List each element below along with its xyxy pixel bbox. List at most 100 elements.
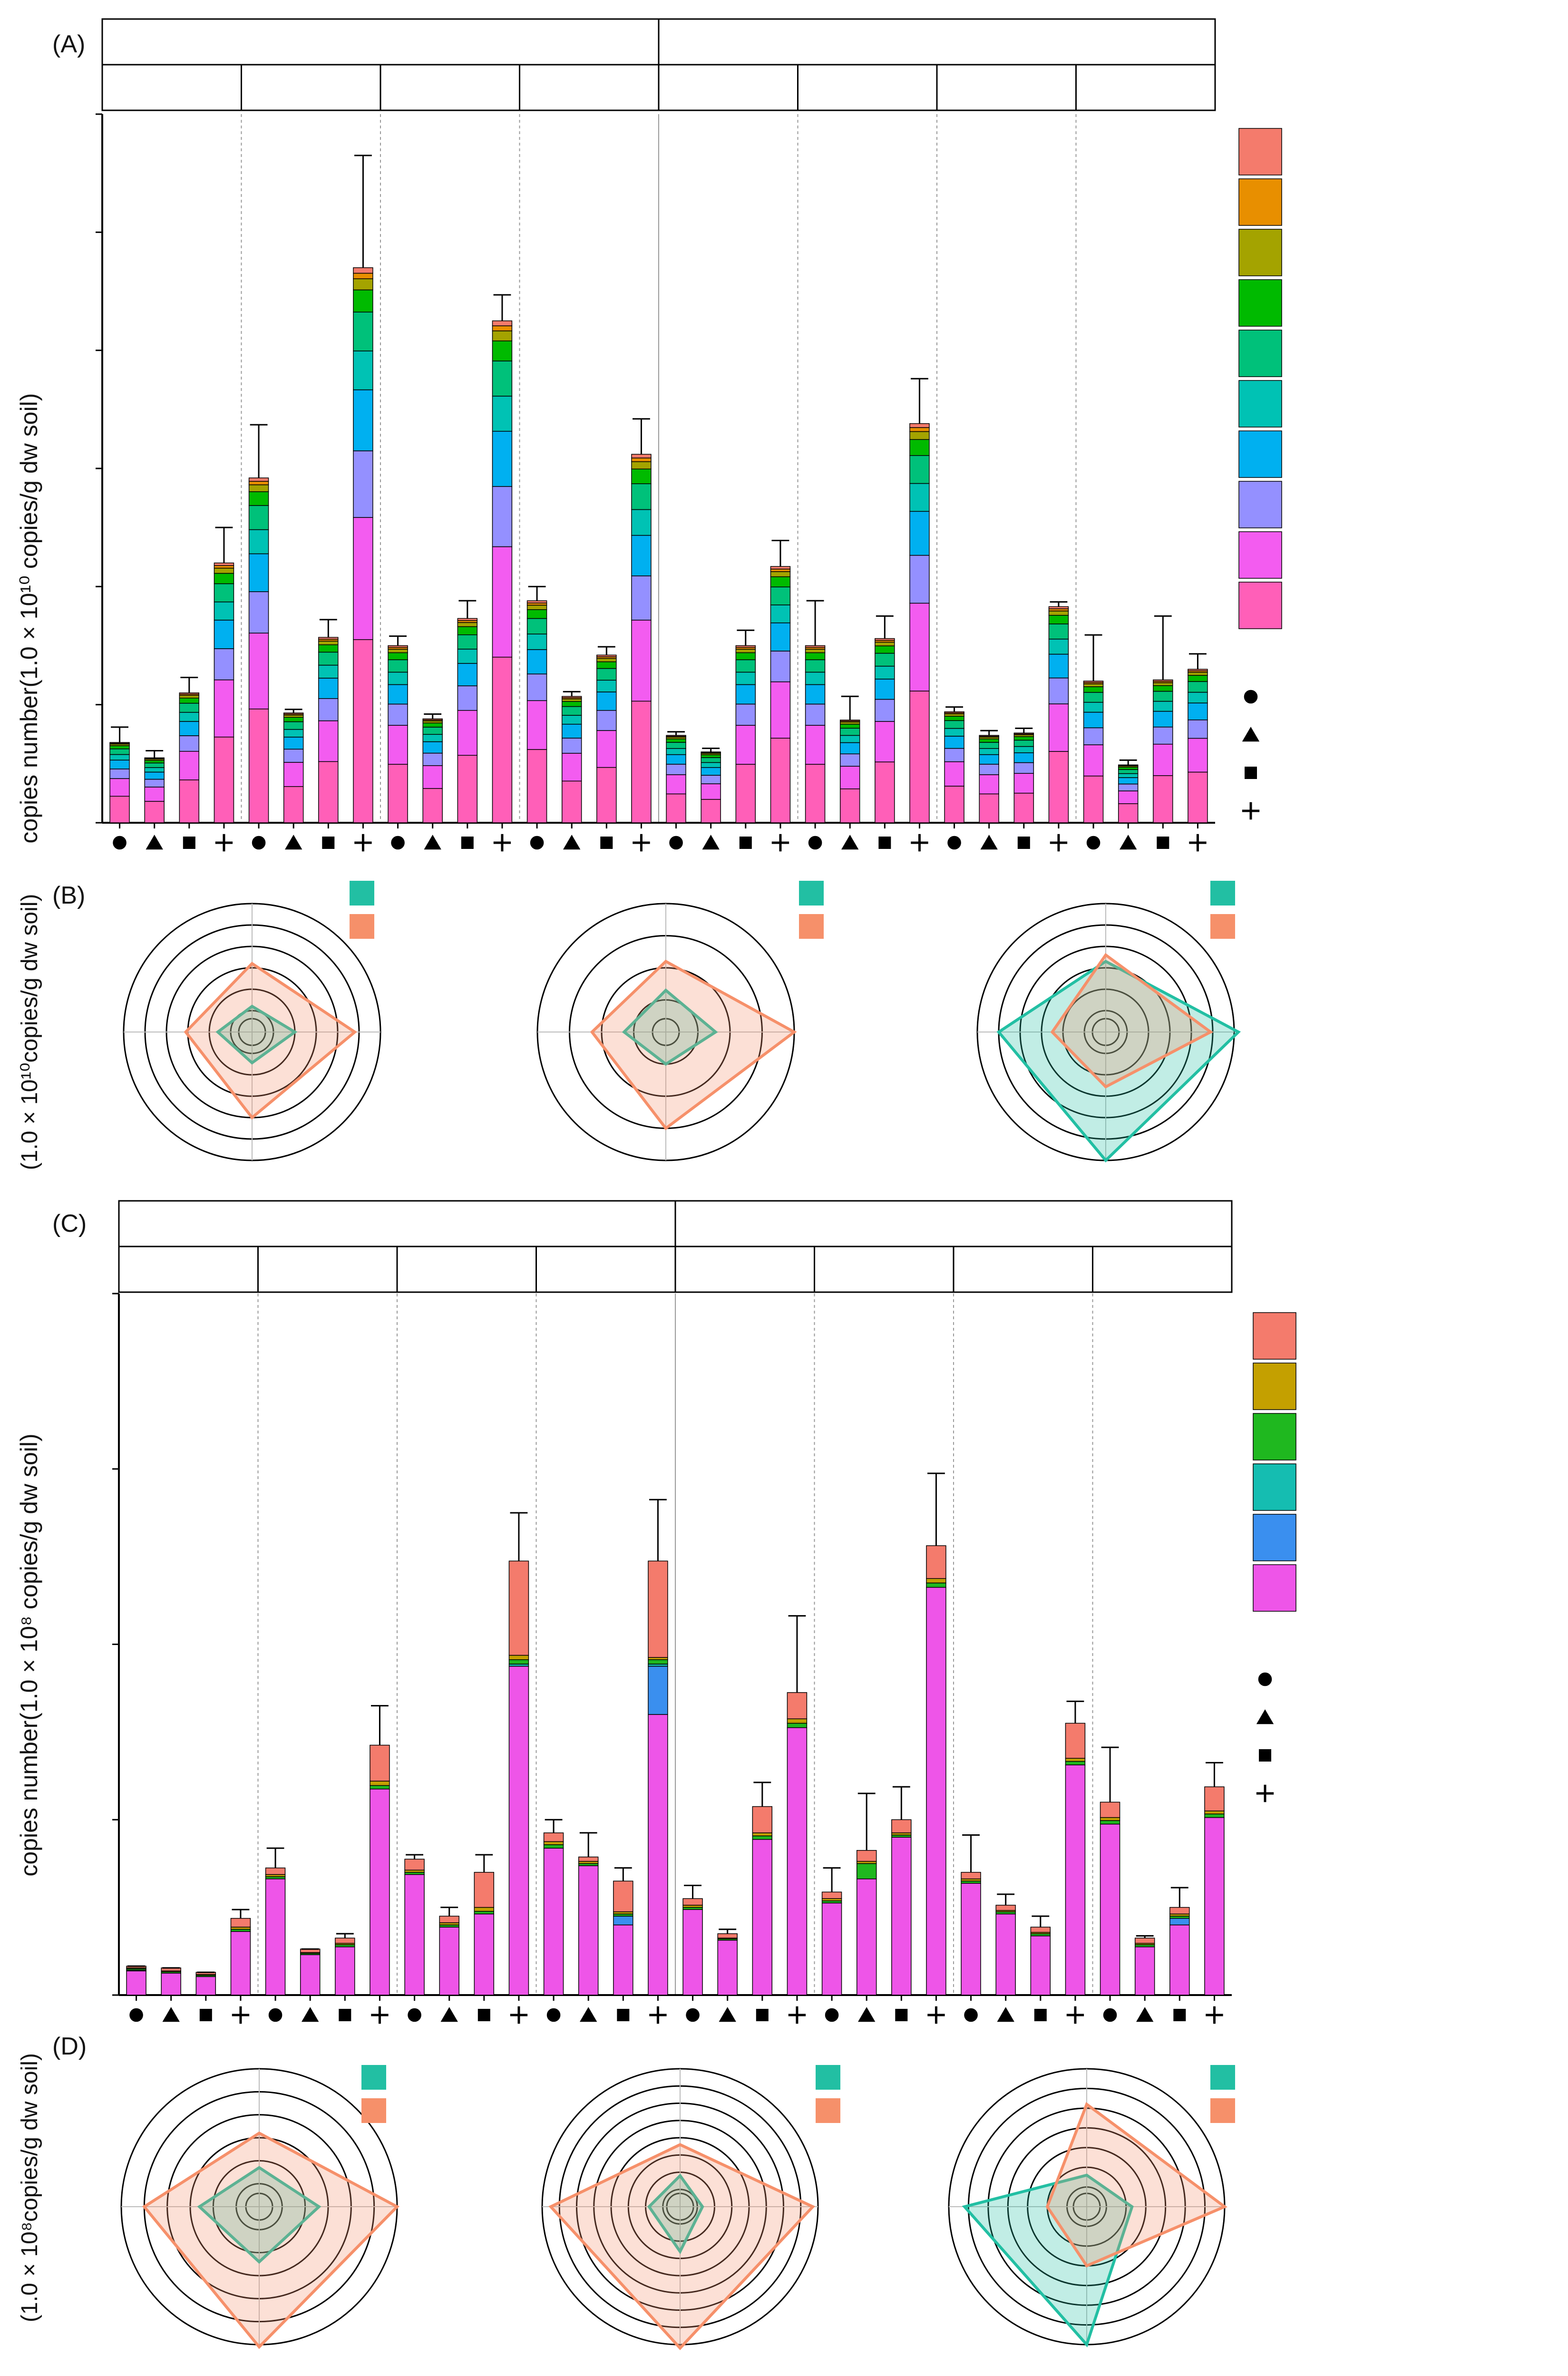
bar-segment-bacteroidota <box>109 745 130 750</box>
bar-segment-others <box>1169 1907 1190 1915</box>
legend-swatch-others <box>1238 128 1282 175</box>
bar-segment-acidobacteriota <box>770 622 791 652</box>
treatment-symbol-s0n1 <box>301 2007 319 2022</box>
bar-segment-chloroflexi <box>596 710 617 731</box>
bar-segment-myxococcota <box>631 461 652 469</box>
bar-segment-proteobacteria <box>318 720 339 762</box>
bar-segment-actinobacteriota <box>388 764 408 823</box>
bar-segment-acidobacteriota <box>875 679 895 700</box>
bar-segment-others <box>787 1692 808 1719</box>
facet-strip-bulk <box>118 1200 676 1247</box>
treatment-symbol-s1n0 <box>461 837 474 849</box>
treatment-symbol-s1n1 <box>788 2006 806 2024</box>
radar-legend-swatch-s1-r <box>1210 914 1235 939</box>
bar-segment-chloroflexi <box>875 699 895 722</box>
bar-segment-gemmatimonadota <box>1153 701 1173 712</box>
legend-swatch-planctomycetota <box>1238 178 1282 226</box>
treatment-symbol-s0n1 <box>440 2007 458 2022</box>
bar-segment-proteobacteria <box>701 783 721 800</box>
facet-strip-rhizosphere-d7 <box>658 64 799 111</box>
bar-segment-planctomycetota <box>909 427 930 432</box>
radar-b-y-axis-label: (1.0 × 10¹⁰copies/g dw soil) <box>17 894 42 1170</box>
bar-segment-acidobacteriota <box>735 684 756 705</box>
bar-segment-proteobacteria <box>979 774 999 795</box>
bar-segment-firmicutes <box>248 505 269 530</box>
bar-segment-acidobacteriota <box>596 691 617 711</box>
bar-segment-firmicutes <box>1048 623 1069 640</box>
bar-segment-firmicutes <box>1153 691 1173 702</box>
bar-segment-proteobacteria <box>214 679 234 738</box>
bar-segment-chloroflexi <box>839 753 860 767</box>
bar-segment-chloroflexi <box>492 486 513 547</box>
bar-segment-planctomycetota <box>492 325 513 331</box>
bar-segment-chloroflexi <box>735 703 756 726</box>
bar-segment-rozellomycota <box>1065 1758 1086 1762</box>
bar-segment-gemmatimonadota <box>526 633 547 650</box>
bar-segment-actinobacteriota <box>109 796 130 823</box>
bar-segment-others <box>752 1806 773 1833</box>
bar-segment-others <box>648 1560 668 1658</box>
facet-strip-bulk-d14 <box>257 1246 398 1293</box>
bar-segment-gemmatimonadota <box>1118 773 1139 778</box>
bar-segment-acidobacteriota <box>909 511 930 556</box>
bar-segment-chytridiomycota <box>543 1844 564 1849</box>
bar-segment-acidobacteriota <box>318 678 339 699</box>
facet-strip-bulk-d7 <box>101 64 242 111</box>
bar-segment-ascomycota <box>195 1976 216 1996</box>
bar-segment-actinobacteriota <box>666 793 686 823</box>
bar-segment-firmicutes <box>214 583 234 603</box>
bar-segment-acidobacteriota <box>666 754 686 765</box>
bar-segment-actinobacteriota <box>631 701 652 823</box>
bar-segment-rozellomycota <box>787 1718 808 1724</box>
bar-segment-actinobacteriota <box>179 779 200 823</box>
radar-legend-swatch-s1-b <box>1210 881 1235 906</box>
bar-segment-acidobacteriota <box>1013 752 1034 763</box>
bar-segment-others <box>805 645 826 648</box>
bar-segment-acidobacteriota <box>1083 711 1104 729</box>
bar-segment-gemmatimonadota <box>283 729 304 738</box>
bar-segment-others <box>979 735 999 737</box>
bar-segment-actinobacteriota <box>353 639 373 823</box>
bar-segment-firmicutes <box>109 748 130 755</box>
legend-swatch-ascomycota <box>1253 1564 1296 1612</box>
treatment-symbol-s0n0 <box>1086 836 1101 850</box>
radar-series-s1n1 <box>590 959 797 1130</box>
bar-segment-firmicutes <box>770 586 791 605</box>
treatment-symbol-s1n0 <box>600 837 613 849</box>
bar-segment-proteobacteria <box>944 761 964 787</box>
bar-segment-others <box>179 692 200 695</box>
bar-segment-proteobacteria <box>457 710 478 756</box>
bar-segment-chloroflexi <box>944 748 964 762</box>
bar-segment-gemmatimonadota <box>179 712 200 722</box>
bar-segment-ascomycota <box>404 1874 425 1996</box>
bar-segment-myxococcota <box>179 695 200 699</box>
bar-segment-acidobacteriota <box>839 742 860 754</box>
bar-segment-others <box>770 566 791 570</box>
bar-segment-chloroflexi <box>561 738 582 754</box>
bar-segment-actinobacteriota <box>1013 792 1034 823</box>
treatment-symbol-s1n1 <box>1050 834 1068 852</box>
bar-segment-gemmatimonadota <box>735 672 756 685</box>
radar-legend-swatch-s0 <box>350 881 374 906</box>
bar-segment-chytridiomycota <box>752 1835 773 1840</box>
bar-segment-others <box>543 1832 564 1842</box>
bar-segment-others <box>666 735 686 737</box>
bar-segment-ascomycota <box>1100 1823 1120 1996</box>
bar-segment-others <box>1065 1723 1086 1759</box>
radar-legend-swatch-s1n1 <box>799 914 824 939</box>
bar-segment-ascomycota <box>752 1839 773 1996</box>
facet-strip-bulk <box>101 18 660 66</box>
bar-segment-chytridiomycota <box>787 1723 808 1728</box>
bar-segment-myxococcota <box>353 278 373 291</box>
bar-segment-ascomycota <box>682 1909 703 1996</box>
bar-segment-chloroflexi <box>422 752 443 766</box>
radar-legend-swatch-s1n1 <box>816 2098 840 2123</box>
bar-segment-others <box>1100 1801 1120 1818</box>
treatment-symbol-s0n0 <box>252 836 266 850</box>
treatment-symbol-s0n0 <box>808 836 822 850</box>
treatment-symbol-s1n0 <box>739 837 752 849</box>
bar-segment-gemmatimonadota <box>457 649 478 664</box>
bar-segment-gemmatimonadota <box>909 483 930 512</box>
legend-swatch-chytridiomycota <box>1253 1413 1296 1461</box>
